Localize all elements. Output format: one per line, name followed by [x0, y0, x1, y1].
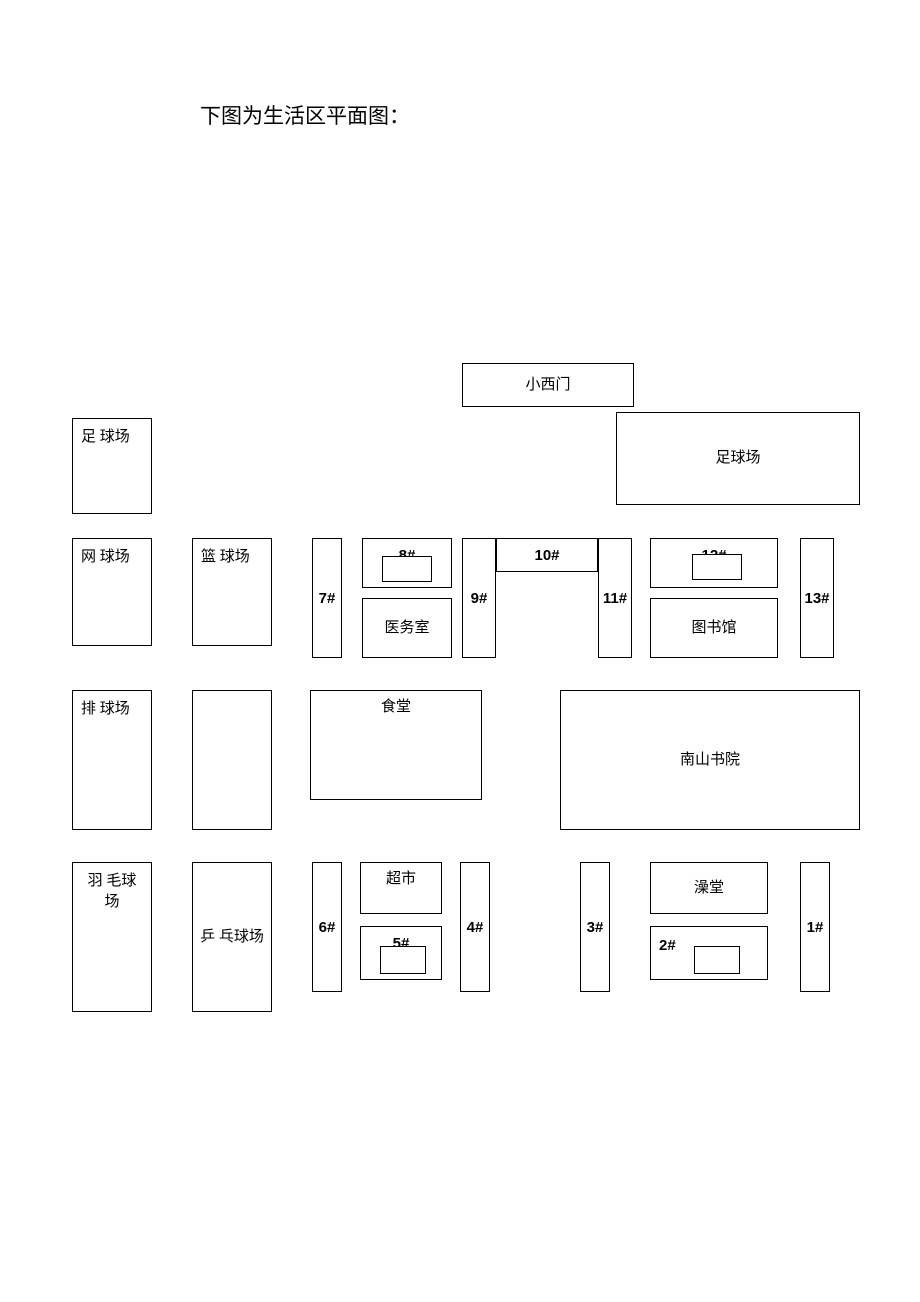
canteen-box: 食堂: [310, 690, 482, 800]
diagram-title: 下图为生活区平面图：: [200, 100, 410, 130]
football-right-box: 足球场: [616, 412, 860, 505]
library-box: 图书馆: [650, 598, 778, 658]
b11-box: 11#: [598, 538, 632, 658]
b9-box: 9#: [462, 538, 496, 658]
bath-box: 澡堂: [650, 862, 768, 914]
nanshan-box: 南山书院: [560, 690, 860, 830]
b13-box: 13#: [800, 538, 834, 658]
badminton-box: 羽 毛球场: [72, 862, 152, 1012]
b6-box: 6#: [312, 862, 342, 992]
b10-box: 10#: [496, 538, 598, 572]
football-left-box: 足 球场: [72, 418, 152, 514]
b2-inner: [694, 946, 740, 974]
market-box: 超市: [360, 862, 442, 914]
tennis-box: 网 球场: [72, 538, 152, 646]
b3-box: 3#: [580, 862, 610, 992]
b12-inner: [692, 554, 742, 580]
b8-inner: [382, 556, 432, 582]
clinic-box: 医务室: [362, 598, 452, 658]
b1-box: 1#: [800, 862, 830, 992]
basketball-box: 篮 球场: [192, 538, 272, 646]
b7-box: 7#: [312, 538, 342, 658]
volleyball-box: 排 球场: [72, 690, 152, 830]
pingpong-box: 乒 乓球场: [192, 862, 272, 1012]
volleyball-blank-box: [192, 690, 272, 830]
b5-inner: [380, 946, 426, 974]
b4-box: 4#: [460, 862, 490, 992]
gate-box: 小西门: [462, 363, 634, 407]
